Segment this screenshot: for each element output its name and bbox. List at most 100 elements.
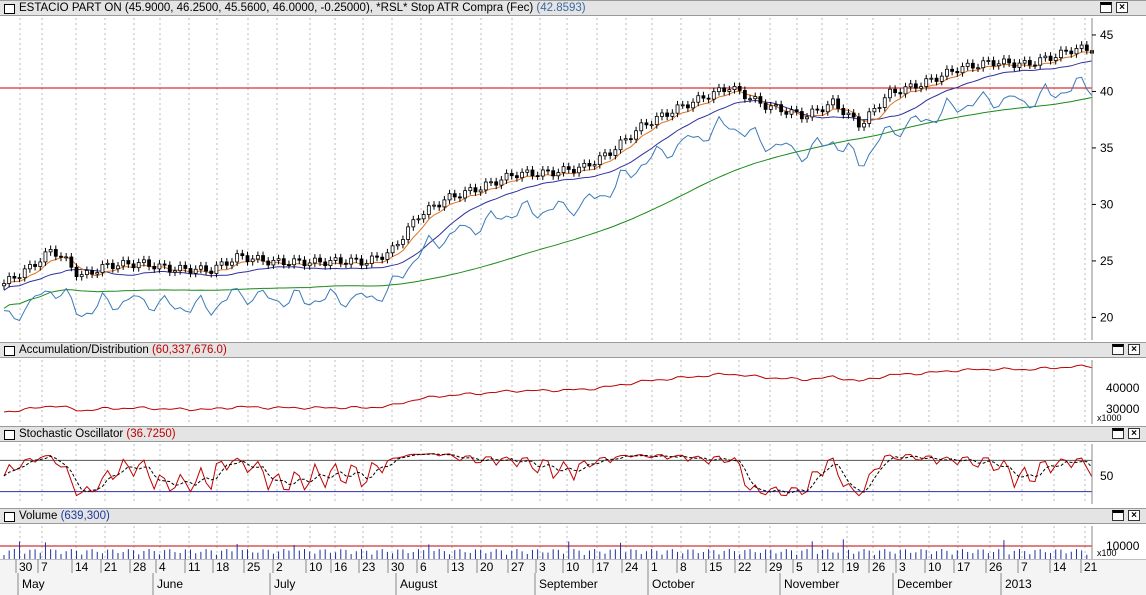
ohlc-values: (45.9000, 46.2500, 45.5600, 46.0000, -0.… xyxy=(124,2,370,14)
candle-body xyxy=(701,95,706,99)
volume-panel-titlebar[interactable]: Volume (639,300) × xyxy=(0,508,1146,524)
candle-body xyxy=(1022,60,1027,64)
candle-body xyxy=(711,91,716,100)
candle-body xyxy=(59,255,63,258)
date-axis: 30 7 14 21 28 4 11 18 25 2 10 16 23 30 6 13 20 27 3 10 17 24 1… xyxy=(0,559,1146,595)
candle-body xyxy=(763,102,768,110)
day-label: 17 xyxy=(596,560,610,574)
panel-menu-icon[interactable] xyxy=(4,346,15,356)
symbol-name: ESTACIO PART ON xyxy=(19,2,122,14)
candle-body xyxy=(976,67,980,70)
candle-body xyxy=(546,169,550,172)
candle-body xyxy=(53,249,58,257)
stoch-panel-titlebar[interactable]: Stochastic Oscillator (36.7250) × xyxy=(0,426,1146,442)
candle-body xyxy=(473,187,478,193)
ad-panel-title: Accumulation/Distribution (60,337,676.0) xyxy=(19,344,227,356)
candle-body xyxy=(893,88,898,93)
candle-body xyxy=(525,169,530,173)
candle-body xyxy=(1059,49,1063,58)
panel-menu-icon[interactable] xyxy=(4,512,15,522)
maximize-icon[interactable] xyxy=(1112,428,1124,439)
candle-body xyxy=(369,255,374,264)
candle-body xyxy=(888,88,892,99)
candle-body xyxy=(245,255,250,263)
volume-panel-title: Volume (639,300) xyxy=(19,510,110,522)
candle-body xyxy=(991,60,996,67)
candle-body xyxy=(628,138,633,141)
candle-body xyxy=(789,109,794,115)
day-label: 23 xyxy=(362,560,376,574)
close-icon[interactable]: × xyxy=(1116,2,1128,13)
candle-body xyxy=(784,111,789,115)
candle-body xyxy=(856,116,861,128)
month-label: November xyxy=(784,577,839,591)
day-label: 15 xyxy=(709,560,723,574)
ma-long-line xyxy=(3,97,1093,309)
stoch-panel: Stochastic Oscillator (36.7250) × 50 xyxy=(0,426,1146,506)
candle-body xyxy=(965,62,970,67)
price-chart[interactable]: 45 40 35 30 25 20 xyxy=(0,0,1146,340)
candle-body xyxy=(691,101,695,109)
day-label: 12 xyxy=(821,560,835,574)
close-icon[interactable]: × xyxy=(1128,344,1140,355)
candle-body xyxy=(613,149,618,156)
candle-body xyxy=(136,262,141,269)
candle-body xyxy=(426,205,431,215)
candle-body xyxy=(328,260,333,267)
candle-body xyxy=(660,112,664,117)
price-panel-title: ESTACIO PART ON (45.9000, 46.2500, 45.56… xyxy=(19,2,586,14)
candle-body xyxy=(670,112,675,117)
candle-body xyxy=(463,190,468,199)
close-icon[interactable]: × xyxy=(1128,510,1140,521)
candle-body xyxy=(64,256,69,259)
candle-body xyxy=(292,258,297,266)
candle-body xyxy=(483,181,488,191)
candle-body xyxy=(188,268,193,274)
stoch-chart[interactable]: 50 xyxy=(0,426,1146,506)
date-axis-labels: 30 7 14 21 28 4 11 18 25 2 10 16 23 30 6 13 20 27 3 10 17 24 1… xyxy=(0,559,1146,595)
candles xyxy=(2,41,1094,290)
candle-body xyxy=(276,258,281,261)
day-label: 10 xyxy=(928,560,942,574)
candle-body xyxy=(737,86,742,91)
candle-body xyxy=(561,166,566,173)
candle-body xyxy=(349,257,354,265)
candle-body xyxy=(577,166,581,174)
maximize-icon[interactable] xyxy=(1112,510,1124,521)
candle-body xyxy=(960,66,965,74)
maximize-icon[interactable] xyxy=(1112,344,1124,355)
candle-body xyxy=(494,181,499,186)
month-label: July xyxy=(274,577,295,591)
candle-body xyxy=(198,265,203,270)
panel-menu-icon[interactable] xyxy=(4,4,15,14)
y-tick-label: 45 xyxy=(1100,28,1114,42)
day-label: 26 xyxy=(872,560,886,574)
candle-body xyxy=(727,89,732,92)
ad-panel-titlebar[interactable]: Accumulation/Distribution (60,337,676.0)… xyxy=(0,342,1146,358)
candle-body xyxy=(950,68,955,72)
candle-body xyxy=(639,122,644,132)
day-label: 4 xyxy=(159,560,166,574)
candle-body xyxy=(1033,64,1037,67)
candle-body xyxy=(323,261,328,267)
day-label: 14 xyxy=(75,560,89,574)
maximize-icon[interactable] xyxy=(1100,2,1112,13)
volume-panel: Volume (639,300) × 10000 x100 xyxy=(0,508,1146,559)
stoch-k-line xyxy=(3,453,1093,497)
volume-name: Volume xyxy=(19,510,58,522)
candle-body xyxy=(608,152,613,156)
candle-body xyxy=(706,97,711,100)
candle-body xyxy=(401,239,405,245)
candle-body xyxy=(618,139,623,151)
price-panel-titlebar[interactable]: ESTACIO PART ON (45.9000, 46.2500, 45.56… xyxy=(0,0,1146,16)
candle-body xyxy=(665,112,670,117)
candle-body xyxy=(338,257,343,264)
y-tick-label: 50 xyxy=(1100,469,1114,483)
candle-body xyxy=(996,63,1001,67)
candle-body xyxy=(468,187,473,192)
close-icon[interactable]: × xyxy=(1128,428,1140,439)
panel-menu-icon[interactable] xyxy=(4,430,15,440)
candle-body xyxy=(634,130,638,140)
